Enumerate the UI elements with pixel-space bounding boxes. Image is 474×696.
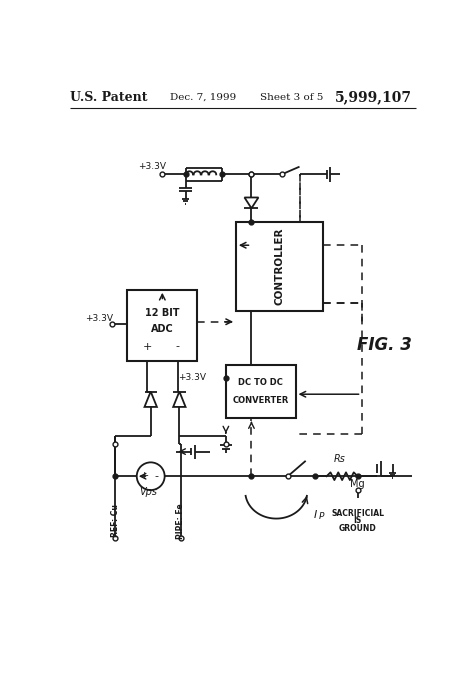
Text: +3.3V: +3.3V xyxy=(179,373,207,382)
Text: 12 BIT: 12 BIT xyxy=(145,308,180,318)
Text: DC TO DC: DC TO DC xyxy=(238,378,283,387)
Text: Sheet 3 of 5: Sheet 3 of 5 xyxy=(260,93,323,102)
Bar xyxy=(128,290,197,361)
Text: Dec. 7, 1999: Dec. 7, 1999 xyxy=(170,93,236,102)
Text: CONTROLLER: CONTROLLER xyxy=(274,228,284,305)
Text: SACRIFICIAL: SACRIFICIAL xyxy=(331,509,384,518)
Text: GROUND: GROUND xyxy=(339,524,376,533)
Text: 5,999,107: 5,999,107 xyxy=(335,90,412,104)
Text: Mg: Mg xyxy=(350,479,365,489)
Text: CONVERTER: CONVERTER xyxy=(233,396,289,405)
Text: I: I xyxy=(313,509,317,520)
Text: P: P xyxy=(319,512,324,521)
Text: +: + xyxy=(142,342,152,351)
Text: +3.3V: +3.3V xyxy=(85,314,114,323)
Bar xyxy=(226,365,296,418)
Text: U.S. Patent: U.S. Patent xyxy=(70,91,147,104)
Text: -: - xyxy=(155,471,159,481)
Text: +: + xyxy=(140,471,149,481)
Text: Rs: Rs xyxy=(334,454,346,464)
Text: FIG. 3: FIG. 3 xyxy=(357,336,412,354)
Bar xyxy=(236,222,323,310)
Text: ADC: ADC xyxy=(151,324,173,334)
Text: -: - xyxy=(176,342,180,351)
Text: Vps: Vps xyxy=(139,487,157,497)
Text: PIPE: Fe: PIPE: Fe xyxy=(176,503,185,539)
Text: +3.3V: +3.3V xyxy=(138,162,166,171)
Text: REF: Cu: REF: Cu xyxy=(110,505,119,537)
Text: IS: IS xyxy=(354,516,362,525)
